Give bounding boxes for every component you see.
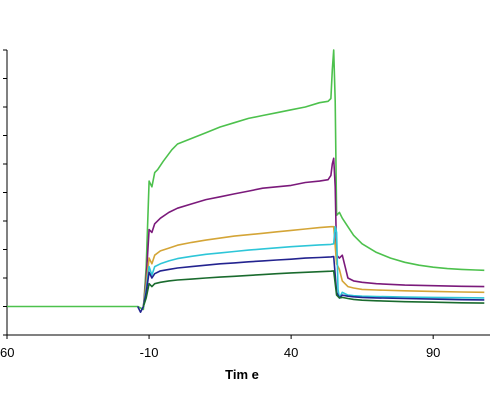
series-line-3	[142, 225, 485, 307]
x-tick-label: 40	[284, 345, 298, 360]
series-line-6	[142, 270, 485, 307]
series-line-2	[142, 157, 485, 307]
axes-group	[6, 50, 490, 336]
series-line-4	[142, 225, 485, 307]
series-line-5	[136, 255, 485, 313]
series-group	[7, 49, 485, 313]
x-axis-title: Tim e	[225, 367, 259, 382]
y-tick-group	[3, 49, 7, 336]
x-tick-label: 90	[426, 345, 440, 360]
x-tick-group: 60 -10 40 90	[0, 335, 440, 360]
x-tick-label: -10	[140, 345, 159, 360]
x-tick-label: 60	[0, 345, 14, 360]
series-line-1	[7, 49, 485, 311]
